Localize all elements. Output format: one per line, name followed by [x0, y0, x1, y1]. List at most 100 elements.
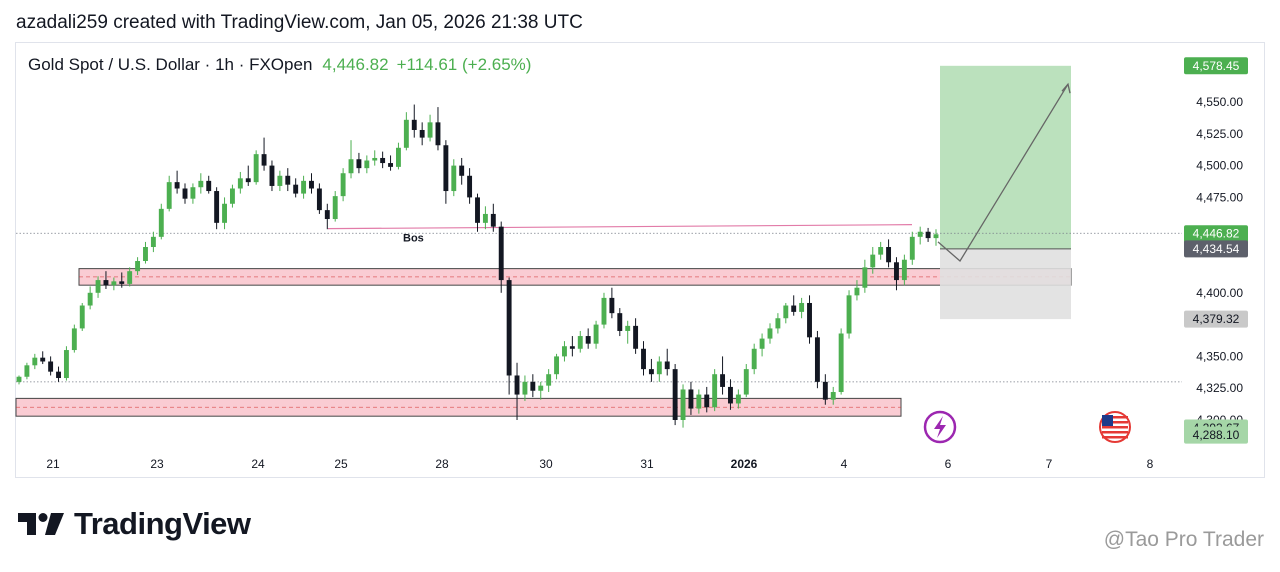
candle[interactable]: [364, 155, 370, 174]
position-stop-area[interactable]: [940, 248, 1071, 320]
position-target-area[interactable]: [940, 65, 1071, 249]
candle[interactable]: [87, 286, 93, 310]
candle[interactable]: [522, 375, 528, 401]
candle[interactable]: [625, 320, 631, 344]
candle[interactable]: [846, 290, 852, 339]
candle[interactable]: [601, 292, 607, 329]
candle[interactable]: [411, 104, 417, 138]
candle[interactable]: [40, 351, 46, 365]
price-badge-target[interactable]: 4,578.45: [1184, 57, 1248, 75]
candle[interactable]: [48, 356, 54, 376]
candle[interactable]: [127, 267, 133, 287]
candle[interactable]: [735, 389, 741, 409]
candle[interactable]: [490, 203, 496, 232]
candle[interactable]: [538, 381, 544, 400]
candle[interactable]: [901, 254, 907, 286]
candle[interactable]: [372, 150, 378, 166]
candle[interactable]: [783, 302, 789, 324]
candle[interactable]: [380, 151, 386, 169]
candle[interactable]: [198, 173, 204, 194]
candle[interactable]: [475, 193, 480, 232]
candle[interactable]: [854, 280, 860, 301]
candle[interactable]: [63, 346, 69, 381]
candle[interactable]: [704, 386, 710, 413]
candle[interactable]: [822, 374, 828, 405]
candle[interactable]: [245, 165, 251, 186]
candle[interactable]: [498, 221, 504, 293]
candle[interactable]: [909, 231, 915, 265]
candle[interactable]: [585, 328, 591, 349]
candle[interactable]: [656, 356, 662, 382]
candle[interactable]: [150, 231, 156, 253]
price-badge-entry[interactable]: 4,434.54: [1184, 240, 1248, 258]
bos-line[interactable]: [327, 224, 913, 230]
candle[interactable]: [569, 336, 575, 357]
candle[interactable]: [894, 257, 899, 291]
candle[interactable]: [293, 178, 299, 198]
candle[interactable]: [403, 112, 409, 151]
candle[interactable]: [285, 168, 291, 192]
candle[interactable]: [862, 259, 868, 293]
candle[interactable]: [79, 302, 85, 331]
candle[interactable]: [214, 187, 220, 230]
candle[interactable]: [395, 142, 401, 170]
candle[interactable]: [451, 159, 457, 197]
candle[interactable]: [166, 175, 172, 212]
candle[interactable]: [925, 227, 931, 242]
candle[interactable]: [482, 206, 488, 230]
candle[interactable]: [111, 277, 117, 291]
candle[interactable]: [95, 276, 101, 298]
candle[interactable]: [672, 364, 678, 426]
candle[interactable]: [696, 389, 702, 414]
candle[interactable]: [767, 323, 773, 344]
candle[interactable]: [743, 364, 749, 398]
candle[interactable]: [356, 152, 362, 174]
candle[interactable]: [135, 257, 141, 275]
candle[interactable]: [56, 366, 61, 382]
candle[interactable]: [633, 318, 639, 354]
candle[interactable]: [324, 203, 330, 230]
candle[interactable]: [190, 183, 196, 204]
candle[interactable]: [870, 247, 876, 274]
lightning-event-icon[interactable]: [923, 410, 957, 444]
candle[interactable]: [143, 241, 148, 264]
candle[interactable]: [791, 295, 797, 316]
candle[interactable]: [388, 155, 393, 171]
candle[interactable]: [878, 241, 884, 260]
candle[interactable]: [720, 356, 726, 395]
candle[interactable]: [253, 150, 259, 185]
candle[interactable]: [32, 353, 38, 370]
candle[interactable]: [728, 379, 733, 410]
projection-path[interactable]: [937, 83, 1069, 262]
symbol-title[interactable]: Gold Spot / U.S. Dollar · 1h · FXOpen: [28, 55, 313, 74]
candle[interactable]: [664, 348, 670, 376]
candle[interactable]: [16, 375, 22, 385]
candle[interactable]: [838, 328, 844, 395]
candle[interactable]: [316, 183, 322, 214]
price-badge-level[interactable]: 4,288.10: [1184, 426, 1248, 444]
candle[interactable]: [222, 197, 227, 230]
candle[interactable]: [71, 324, 77, 353]
candle[interactable]: [119, 272, 125, 288]
candle[interactable]: [917, 226, 923, 245]
candle[interactable]: [332, 191, 338, 222]
candle[interactable]: [712, 369, 718, 412]
candle[interactable]: [830, 386, 836, 405]
candle[interactable]: [237, 171, 243, 194]
candle[interactable]: [427, 114, 433, 142]
candle[interactable]: [775, 313, 781, 334]
candle[interactable]: [577, 330, 583, 353]
candle[interactable]: [24, 362, 30, 380]
candle[interactable]: [348, 140, 354, 179]
candle[interactable]: [593, 320, 599, 349]
candle[interactable]: [419, 122, 425, 146]
candle[interactable]: [799, 297, 805, 319]
price-badge-stop[interactable]: 4,379.32: [1184, 310, 1248, 328]
us-flag-event-icon[interactable]: [1099, 411, 1131, 443]
candle[interactable]: [467, 168, 473, 204]
candle[interactable]: [609, 287, 615, 319]
candle[interactable]: [688, 381, 694, 415]
candle[interactable]: [648, 358, 654, 382]
candle[interactable]: [158, 203, 164, 240]
candle[interactable]: [301, 175, 307, 199]
